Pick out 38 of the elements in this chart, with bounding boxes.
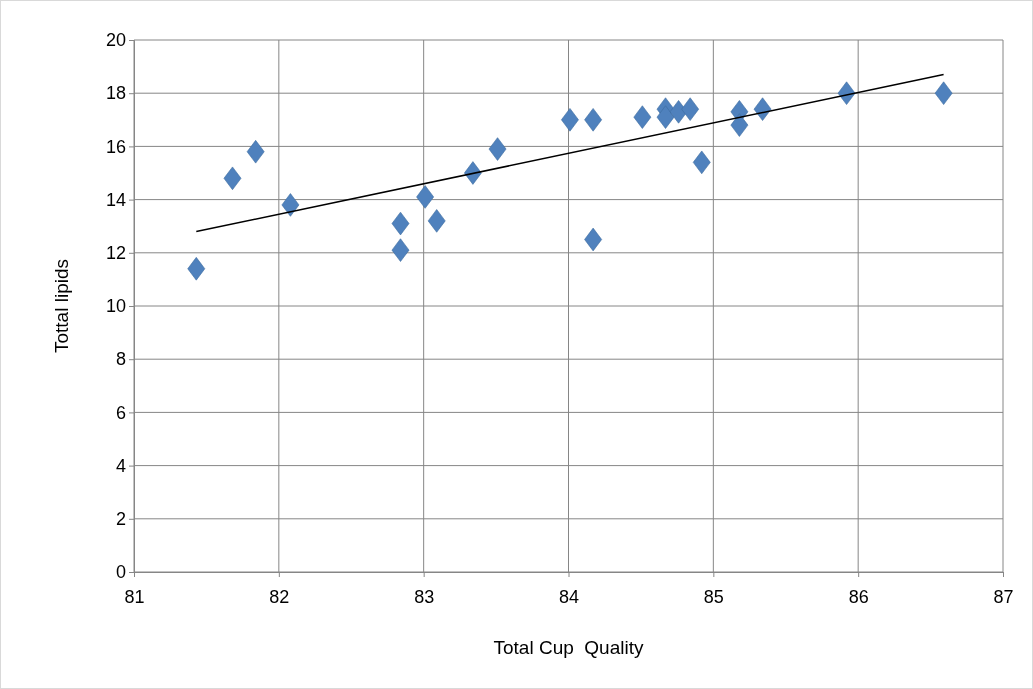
point [391,238,410,262]
point [584,227,602,252]
y-tick-label: 18 [105,83,126,104]
point [934,81,953,105]
point [246,140,265,164]
x-tick-label: 87 [993,587,1014,608]
y-tick-label: 2 [115,509,126,530]
point [681,97,699,121]
x-tick-label: 82 [269,587,290,608]
y-tick-label: 6 [115,402,126,423]
point [187,257,206,281]
y-tick-label: 16 [105,136,126,157]
point [391,211,410,236]
point [584,108,602,132]
point [488,137,507,161]
y-tick-label: 14 [105,189,126,210]
y-tick-label: 12 [105,243,126,264]
x-tick-label: 81 [124,587,145,608]
point [561,108,579,132]
y-tick-label: 8 [115,349,126,370]
y-tick-label: 0 [115,562,126,583]
point [692,150,711,175]
x-tick-label: 83 [414,587,435,608]
y-axis-title: Tottal lipids [51,259,72,353]
x-tick-label: 84 [558,587,580,608]
point [730,113,749,137]
point [281,193,300,217]
x-tick-label: 85 [703,587,724,608]
y-tick-label: 4 [115,455,126,476]
y-tick-label: 10 [105,296,126,317]
point [416,185,434,209]
point [223,166,242,191]
point [427,209,446,233]
point [656,105,675,129]
x-axis-title: Total Cup Quality [493,637,644,658]
point [633,105,652,129]
y-tick-label: 20 [105,30,126,51]
x-tick-label: 86 [848,587,869,608]
